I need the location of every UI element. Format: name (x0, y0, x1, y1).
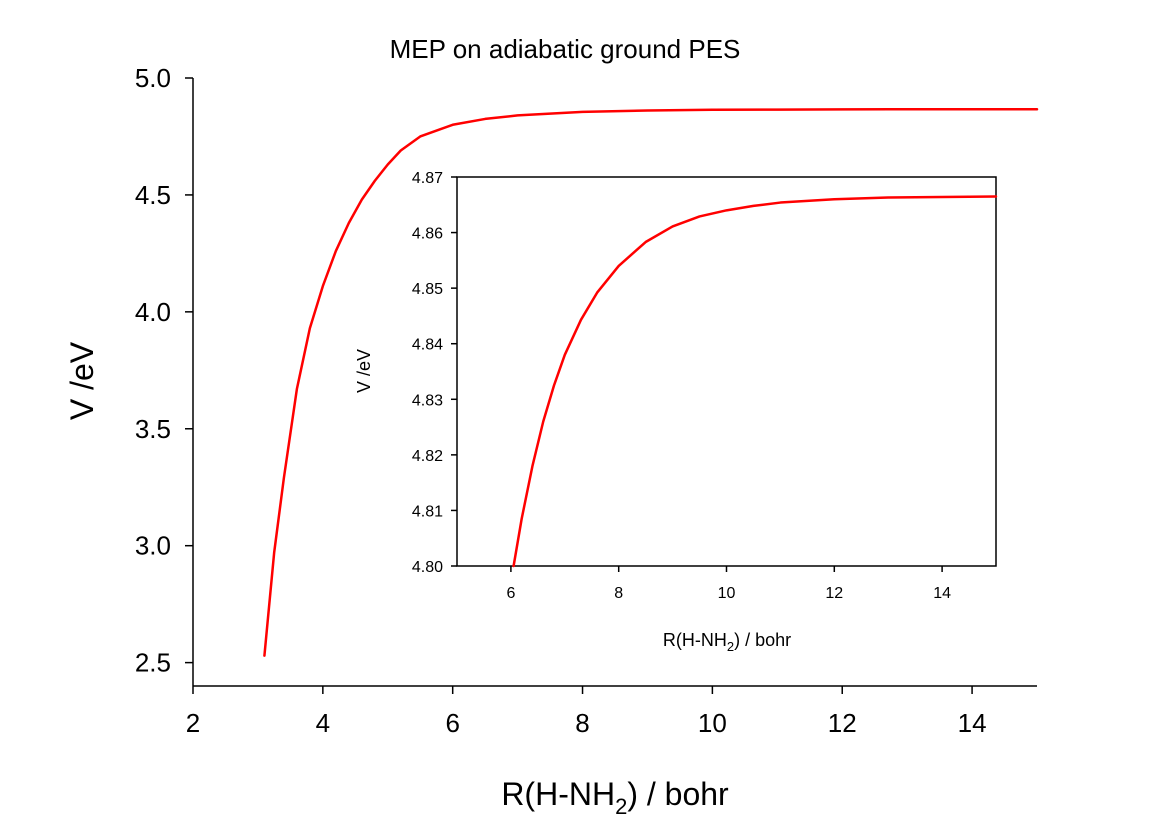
main-series-group (263, 107, 1039, 657)
inset-series-group (512, 195, 998, 568)
inset-background (457, 177, 996, 566)
inset-x-tick-label: 14 (933, 585, 951, 602)
main-series-line (263, 107, 1039, 657)
inset-y-tick-label: 4.86 (412, 226, 443, 243)
main-x-axis-label-prefix: R(H-NH (501, 776, 615, 812)
inset-x-tick-label: 6 (506, 585, 515, 602)
inset-y-tick-label: 4.82 (412, 448, 443, 465)
main-x-axis-label: R(H-NH2) / bohr (501, 776, 729, 819)
main-x-tick-label: 6 (445, 708, 459, 738)
main-x-axis-label-subscript: 2 (615, 794, 627, 819)
inset-y-axis-ticks: 4.80 4.81 4.82 4.83 4.84 4.85 4.86 4.87 (412, 170, 457, 576)
inset-x-axis-label-subscript: 2 (727, 639, 734, 654)
main-x-axis-ticks: 2 4 6 8 10 12 14 (186, 686, 987, 738)
inset-y-tick-label: 4.81 (412, 503, 443, 520)
inset-series-line (512, 195, 998, 568)
main-x-tick-label: 14 (958, 708, 987, 738)
main-x-tick-label: 2 (186, 708, 200, 738)
inset-x-axis-label-suffix: ) / bohr (734, 630, 791, 650)
main-y-tick-label: 3.5 (135, 414, 171, 444)
main-y-tick-label: 2.5 (135, 648, 171, 678)
main-x-tick-label: 10 (698, 708, 727, 738)
chart-title: MEP on adiabatic ground PES (390, 34, 741, 64)
inset-x-tick-label: 8 (614, 585, 623, 602)
main-y-tick-label: 3.0 (135, 531, 171, 561)
inset-y-tick-label: 4.84 (412, 337, 443, 354)
inset-y-axis-label: V /eV (354, 349, 374, 393)
main-x-tick-label: 4 (316, 708, 330, 738)
inset-y-tick-label: 4.85 (412, 281, 443, 298)
main-y-axis-ticks: 2.5 3.0 3.5 4.0 4.5 5.0 (135, 63, 193, 678)
inset-x-axis-ticks: 6 8 10 12 14 (506, 566, 951, 602)
main-plot-area (192, 78, 1037, 687)
inset-x-tick-label: 12 (825, 585, 843, 602)
main-y-tick-label: 5.0 (135, 63, 171, 93)
inset-x-axis-label: R(H-NH2) / bohr (663, 630, 791, 654)
main-y-tick-label: 4.0 (135, 297, 171, 327)
main-x-tick-label: 8 (575, 708, 589, 738)
main-y-axis-label: V /eV (64, 341, 100, 420)
main-x-tick-label: 12 (828, 708, 857, 738)
inset-y-tick-label: 4.87 (412, 170, 443, 187)
inset-y-tick-label: 4.83 (412, 392, 443, 409)
inset-y-tick-label: 4.80 (412, 559, 443, 576)
inset-x-tick-label: 10 (718, 585, 736, 602)
inset-x-axis-label-prefix: R(H-NH (663, 630, 727, 650)
main-x-axis-label-suffix: ) / bohr (627, 776, 729, 812)
main-y-tick-label: 4.5 (135, 180, 171, 210)
